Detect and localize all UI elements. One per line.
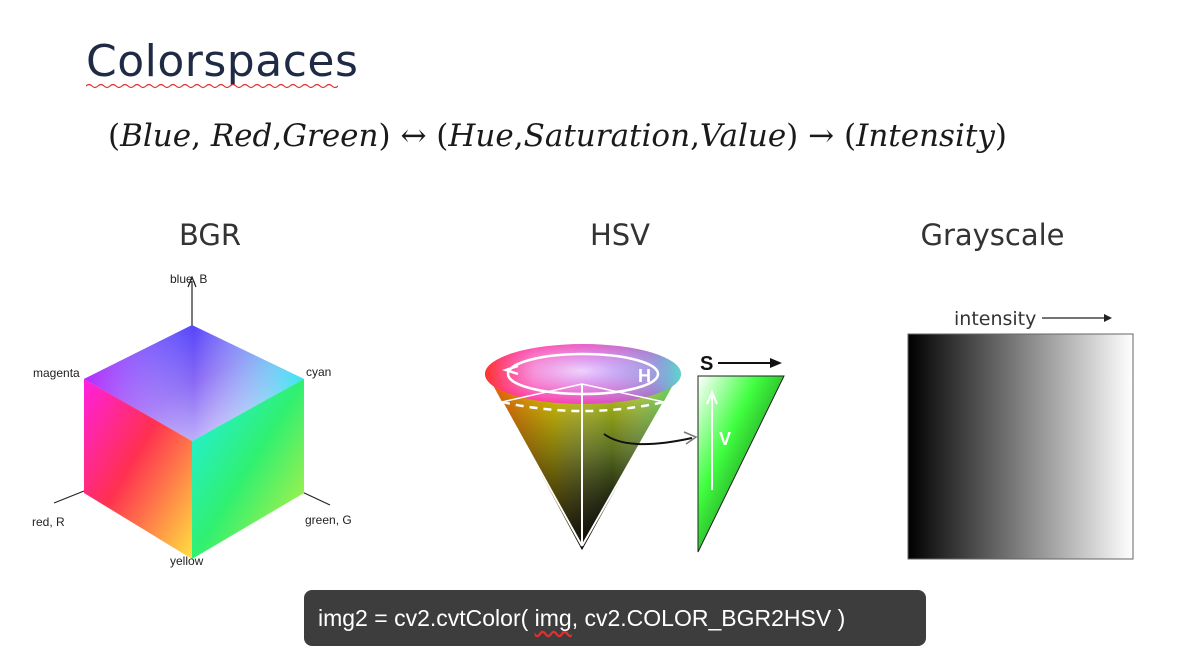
axis-green: [299, 490, 331, 506]
label-magenta: magenta: [33, 366, 80, 380]
heading-bgr: BGR: [178, 218, 241, 252]
bgr-cube-diagram: blue, B magenta cyan red, R green, G yel…: [32, 272, 352, 568]
label-s: S: [700, 353, 713, 375]
label-red: red, R: [32, 515, 65, 529]
label-green: green, G: [305, 513, 352, 527]
label-cyan: cyan: [306, 365, 331, 379]
slide-title: Colorspaces: [86, 36, 359, 87]
heading-hsv: HSV: [589, 218, 651, 252]
heading-grayscale: Grayscale: [920, 218, 1065, 252]
code-snippet: img2 = cv2.cvtColor( img, cv2.COLOR_BGR2…: [304, 590, 926, 646]
axis-red: [53, 490, 85, 504]
intensity-gradient: [907, 333, 1134, 560]
cube-right-face: [192, 379, 304, 559]
intensity-label: intensity: [954, 308, 1036, 330]
hsv-cone-diagram: H S V: [485, 344, 785, 553]
label-blue: blue, B: [170, 272, 207, 286]
grayscale-diagram: intensity: [907, 308, 1134, 560]
cube-left-face: [84, 379, 192, 559]
sv-triangle: [697, 375, 785, 553]
spellcheck-underline: [86, 83, 338, 89]
label-h: H: [638, 366, 651, 386]
colorspace-formula: (Blue, Red,Green) ↔ (Hue,Saturation,Valu…: [108, 118, 1007, 154]
label-yellow: yellow: [170, 554, 204, 568]
label-v: V: [719, 429, 731, 449]
